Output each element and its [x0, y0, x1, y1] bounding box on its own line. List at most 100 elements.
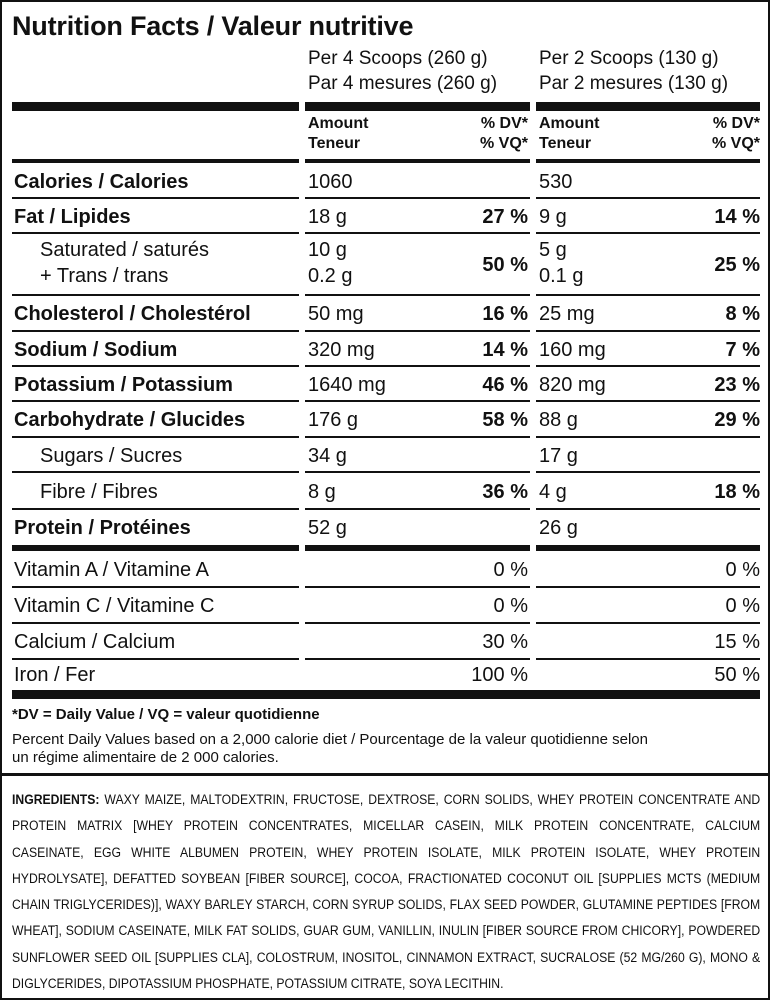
ingredients-label: INGREDIENTS:	[12, 792, 100, 808]
nutrient-label: Vitamin A / Vitamine A	[14, 559, 209, 581]
amount-col1-secondary: 0.2 g	[308, 265, 353, 287]
column-gap-1	[299, 102, 305, 692]
vq-label: % VQ*	[479, 135, 528, 152]
dv-col1: 100 %	[471, 664, 528, 686]
dv-col2: 7 %	[725, 339, 760, 361]
ingredients-list: INGREDIENTS: WAXY MAIZE, MALTODEXTRIN, F…	[12, 787, 760, 997]
amount-col1: 52 g	[308, 517, 347, 539]
dv-col2: 18 %	[714, 481, 760, 503]
dv-col1: 14 %	[482, 339, 528, 361]
amount-col2: 9 g	[539, 206, 567, 228]
nutrient-label: Vitamin C / Vitamine C	[14, 595, 215, 617]
dv-col2: 15 %	[714, 631, 760, 653]
amount-label: Amount	[539, 115, 600, 132]
row-divider	[12, 365, 760, 367]
thick-rule-vitamins	[12, 545, 760, 551]
row-divider	[12, 294, 760, 296]
nutrient-label: Cholesterol / Cholestérol	[14, 303, 251, 325]
column-gap-2	[530, 102, 536, 692]
row-divider	[12, 508, 760, 510]
dv-col1: 0 %	[493, 595, 528, 617]
vq-label: % VQ*	[711, 135, 760, 152]
serving-col1: Per 4 Scoops (260 g) Par 4 mesures (260 …	[308, 46, 497, 96]
dv-col2: 25 %	[714, 254, 760, 276]
col2-amount-header: Amount Teneur	[539, 114, 599, 154]
footnote-dv-definition: *DV = Daily Value / VQ = valeur quotidie…	[12, 706, 320, 723]
dv-col1: 16 %	[482, 303, 528, 325]
col1-amount-header: Amount Teneur	[308, 114, 368, 154]
nutrient-label: Protein / Protéines	[14, 517, 191, 539]
footnote-basis-line2: un régime alimentaire de 2 000 calories.	[12, 749, 279, 766]
nutrient-label: Fat / Lipides	[14, 206, 131, 228]
serving-col2-fr: Par 2 mesures (130 g)	[539, 73, 729, 94]
panel-title: Nutrition Facts / Valeur nutritive	[12, 11, 414, 41]
nutrient-label: Fibre / Fibres	[40, 481, 158, 503]
dv-col1: 30 %	[482, 631, 528, 653]
dv-col1: 46 %	[482, 374, 528, 396]
dv-col2: 0 %	[725, 559, 760, 581]
row-divider	[12, 658, 760, 660]
amount-col1: 34 g	[308, 445, 347, 467]
amount-col2: 820 mg	[539, 374, 606, 396]
nutrient-label: Sodium / Sodium	[14, 339, 178, 361]
col1-dv-header: % DV* % VQ*	[442, 114, 528, 154]
dv-col1: 50 %	[482, 254, 528, 276]
teneur-label: Teneur	[539, 135, 592, 152]
serving-col1-en: Per 4 Scoops (260 g)	[308, 48, 488, 69]
thick-rule-bottom	[12, 690, 760, 699]
dv-col2: 50 %	[714, 664, 760, 686]
nutrient-label-secondary: + Trans / trans	[40, 265, 169, 287]
ingredients-separator	[2, 773, 770, 776]
amount-col2: 530	[539, 171, 573, 193]
row-divider	[12, 400, 760, 402]
amount-col2: 160 mg	[539, 339, 606, 361]
dv-col2: 29 %	[714, 409, 760, 431]
ingredients-text: WAXY MAIZE, MALTODEXTRIN, FRUCTOSE, DEXT…	[12, 792, 761, 993]
amount-col2: 26 g	[539, 517, 578, 539]
amount-col1: 176 g	[308, 409, 359, 431]
amount-label: Amount	[308, 115, 369, 132]
dv-col1: 36 %	[482, 481, 528, 503]
nutrient-label: Calcium / Calcium	[14, 631, 176, 653]
rule-under-headers	[12, 159, 760, 163]
row-divider	[12, 622, 760, 624]
amount-col2: 25 mg	[539, 303, 595, 325]
amount-col1: 50 mg	[308, 303, 364, 325]
row-divider	[12, 197, 760, 199]
row-divider	[12, 330, 760, 332]
teneur-label: Teneur	[308, 135, 361, 152]
amount-col1: 1060	[308, 171, 353, 193]
serving-col2: Per 2 Scoops (130 g) Par 2 mesures (130 …	[539, 46, 728, 96]
dv-col2: 14 %	[714, 206, 760, 228]
amount-col2: 4 g	[539, 481, 567, 503]
nutrient-label: Carbohydrate / Glucides	[14, 409, 246, 431]
row-divider	[12, 232, 760, 234]
nutrient-label: Iron / Fer	[14, 664, 96, 686]
col2-dv-header: % DV* % VQ*	[672, 114, 760, 154]
footnote-basis-line1: Percent Daily Values based on a 2,000 ca…	[12, 731, 648, 748]
amount-col2: 5 g	[539, 239, 567, 261]
amount-col2-secondary: 0.1 g	[539, 265, 584, 287]
dv-col2: 8 %	[725, 303, 760, 325]
serving-col2-en: Per 2 Scoops (130 g)	[539, 48, 719, 69]
dv-label: % DV*	[480, 115, 528, 132]
amount-col1: 8 g	[308, 481, 336, 503]
dv-col2: 23 %	[714, 374, 760, 396]
row-divider	[12, 471, 760, 473]
dv-col1: 0 %	[493, 559, 528, 581]
thick-rule-top	[12, 102, 760, 111]
dv-label: % DV*	[712, 115, 760, 132]
dv-col2: 0 %	[725, 595, 760, 617]
nutrient-label: Sugars / Sucres	[40, 445, 183, 467]
amount-col1: 320 mg	[308, 339, 375, 361]
nutrient-label: Potassium / Potassium	[14, 374, 233, 396]
row-divider	[12, 436, 760, 438]
row-divider	[12, 586, 760, 588]
serving-col1-fr: Par 4 mesures (260 g)	[308, 73, 498, 94]
amount-col2: 88 g	[539, 409, 578, 431]
amount-col1: 10 g	[308, 239, 347, 261]
nutrient-label: Saturated / saturés	[40, 239, 209, 261]
dv-col1: 27 %	[482, 206, 528, 228]
dv-col1: 58 %	[482, 409, 528, 431]
amount-col1: 1640 mg	[308, 374, 386, 396]
